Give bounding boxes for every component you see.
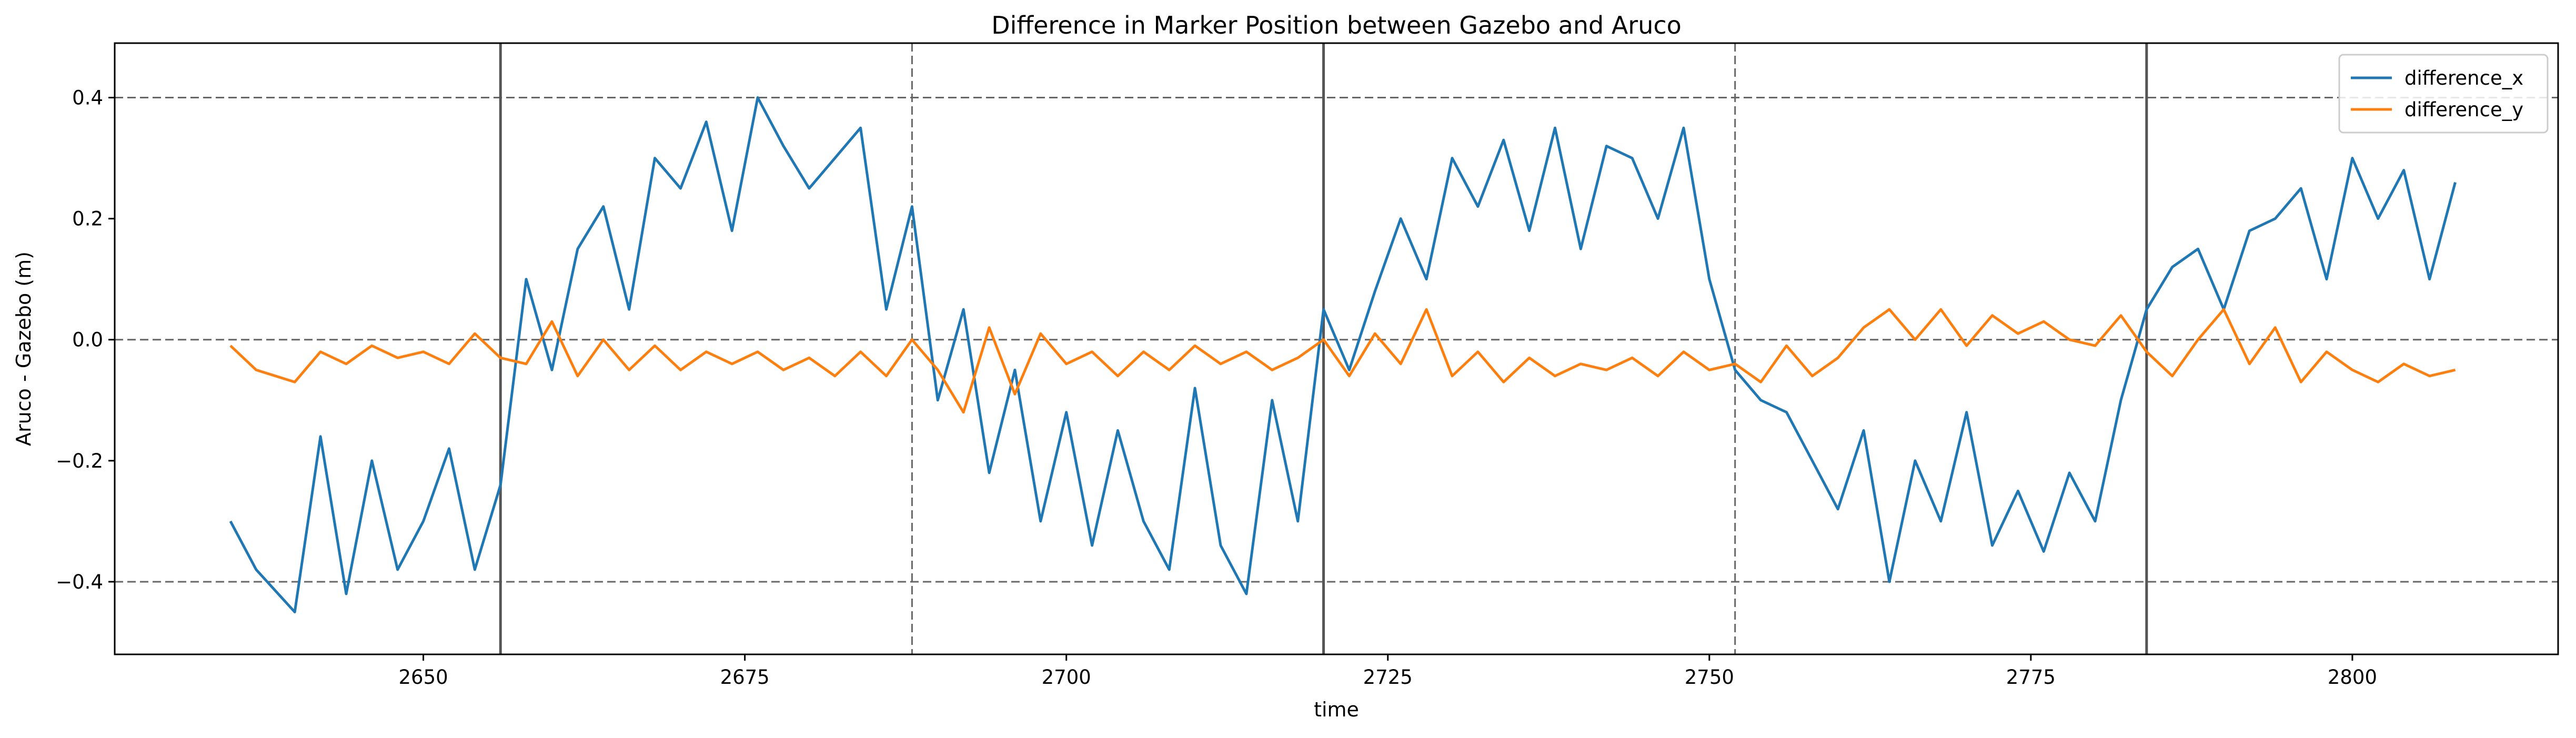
series-layer — [229, 96, 2457, 613]
legend-label: difference_x — [2404, 67, 2523, 89]
series-line-difference-x — [229, 96, 2457, 613]
x-tick-label: 2800 — [2328, 666, 2377, 689]
y-tick-label: −0.4 — [56, 571, 103, 593]
x-tick-label: 2700 — [1042, 666, 1091, 689]
y-tick-label: −0.2 — [56, 450, 103, 472]
legend-label: difference_y — [2404, 98, 2523, 121]
reference-lines — [115, 43, 2558, 654]
x-tick-label: 2775 — [2006, 666, 2056, 689]
x-tick-label: 2650 — [399, 666, 448, 689]
y-tick-label: 0.0 — [72, 329, 103, 351]
y-axis-label: Aruco - Gazebo (m) — [12, 251, 35, 446]
legend-box — [2338, 54, 2549, 134]
axis-ticks: 2650 2675 2700 2725 2750 2775 2800 −0.4 −0.2 0.0 0… — [56, 87, 2377, 689]
plot-frame — [114, 42, 2559, 655]
x-tick-label: 2675 — [720, 666, 770, 689]
x-axis-label: time — [1314, 698, 1359, 721]
chart-title: Difference in Marker Position between Ga… — [991, 11, 1682, 39]
y-tick-label: 0.2 — [72, 208, 103, 230]
x-tick-label: 2750 — [1685, 666, 1734, 689]
legend: difference_x difference_y — [2338, 54, 2549, 134]
x-tick-label: 2725 — [1363, 666, 1413, 689]
series-line-difference-y — [229, 308, 2456, 414]
y-tick-label: 0.4 — [72, 87, 103, 109]
